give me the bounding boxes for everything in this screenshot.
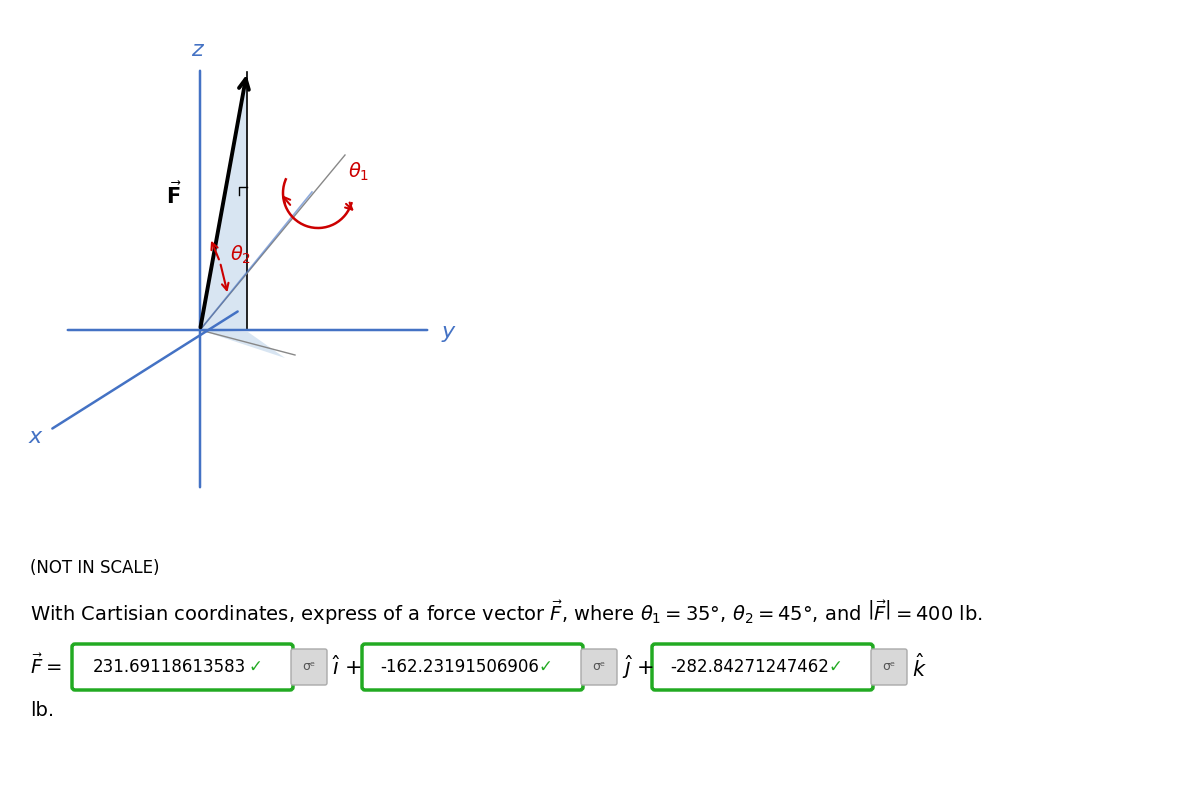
Text: $\hat{\jmath}$ +: $\hat{\jmath}$ + [622, 654, 654, 681]
Text: -282.84271247462: -282.84271247462 [670, 658, 829, 676]
FancyBboxPatch shape [72, 644, 293, 690]
Polygon shape [200, 72, 247, 330]
Text: $\hat{k}$: $\hat{k}$ [912, 654, 926, 681]
Text: σᵉ: σᵉ [593, 661, 606, 673]
Text: σᵉ: σᵉ [302, 661, 316, 673]
Text: With Cartisian coordinates, express of a force vector $\vec{F}$, where $\theta_1: With Cartisian coordinates, express of a… [30, 599, 983, 627]
Text: $\hat{\imath}$ +: $\hat{\imath}$ + [332, 655, 362, 679]
Text: σᵉ: σᵉ [882, 661, 895, 673]
FancyBboxPatch shape [871, 649, 907, 685]
FancyBboxPatch shape [581, 649, 617, 685]
Text: 231.69118613583: 231.69118613583 [92, 658, 246, 676]
FancyBboxPatch shape [292, 649, 326, 685]
Text: $\theta_1$: $\theta_1$ [348, 161, 370, 183]
Text: (NOT IN SCALE): (NOT IN SCALE) [30, 559, 160, 577]
Polygon shape [200, 330, 286, 358]
Text: $\vec{\mathbf{F}}$: $\vec{\mathbf{F}}$ [166, 182, 182, 208]
Text: lb.: lb. [30, 701, 54, 720]
FancyBboxPatch shape [362, 644, 583, 690]
Text: ✓: ✓ [539, 658, 552, 676]
Text: ✓: ✓ [248, 658, 263, 676]
FancyBboxPatch shape [652, 644, 874, 690]
Text: z: z [191, 40, 203, 60]
Text: $\vec{F}=$: $\vec{F}=$ [30, 654, 61, 678]
Text: -162.23191506906: -162.23191506906 [380, 658, 539, 676]
Text: x: x [29, 427, 42, 447]
Text: ✓: ✓ [829, 658, 842, 676]
Text: y: y [442, 322, 455, 342]
Text: $\theta_2$: $\theta_2$ [230, 244, 251, 266]
